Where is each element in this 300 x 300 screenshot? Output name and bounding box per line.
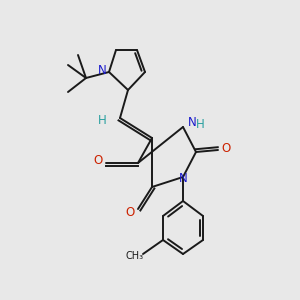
Text: O: O xyxy=(125,206,135,218)
Text: N: N xyxy=(188,116,196,128)
Text: CH₃: CH₃ xyxy=(126,251,144,261)
Text: N: N xyxy=(178,172,188,185)
Text: O: O xyxy=(221,142,231,155)
Text: H: H xyxy=(196,118,204,131)
Text: H: H xyxy=(98,115,106,128)
Text: O: O xyxy=(93,154,103,167)
Text: N: N xyxy=(98,64,106,77)
